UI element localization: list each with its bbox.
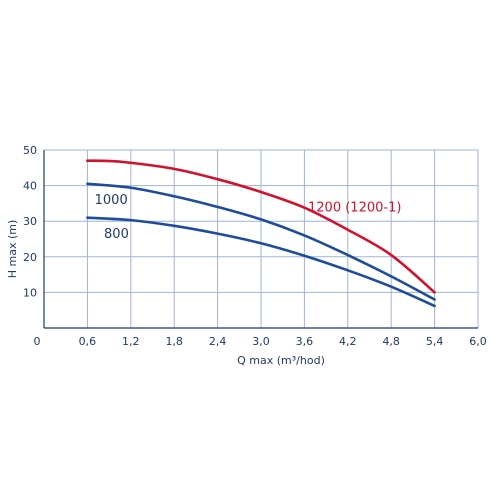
y-tick-label: 20 (23, 251, 37, 264)
y-tick-label: 30 (23, 215, 37, 228)
x-axis-label: Q max (m³/hod) (237, 354, 325, 367)
y-tick-label: 10 (23, 286, 37, 299)
series-label-1000: 1000 (95, 193, 128, 208)
series-label-1200: 1200 (1200-1) (308, 201, 401, 216)
y-axis-label: H max (m) (6, 220, 19, 279)
series-line-1200 (86, 159, 436, 294)
x-tick-label: 0,6 (79, 335, 97, 348)
x-tick-label: 1,8 (165, 335, 183, 348)
x-tick-label: 3,0 (252, 335, 270, 348)
tick-labels: 0 0,6 1,2 1,8 2,4 3,0 3,6 4,2 4,8 5,4 6,0 10 20 30 40 5… (23, 144, 487, 348)
series-lines (86, 159, 436, 308)
y-tick-label: 50 (23, 144, 37, 157)
x-tick-label: 2,4 (209, 335, 227, 348)
x-tick-label: 4,8 (382, 335, 400, 348)
series-labels: 1200 (1200-1) 1000 800 (95, 193, 402, 242)
series-line-1000 (86, 182, 436, 301)
y-tick-label: 40 (23, 180, 37, 193)
x-tick-label: 5,4 (426, 335, 444, 348)
series-label-800: 800 (104, 227, 129, 242)
series-line-800 (86, 216, 436, 308)
x-tick-label: 3,6 (296, 335, 314, 348)
x-tick-label: 6,0 (469, 335, 487, 348)
axes (43, 150, 478, 329)
x-tick-label: 1,2 (122, 335, 140, 348)
x-tick-label: 0 (34, 335, 41, 348)
x-tick-label: 4,2 (339, 335, 357, 348)
